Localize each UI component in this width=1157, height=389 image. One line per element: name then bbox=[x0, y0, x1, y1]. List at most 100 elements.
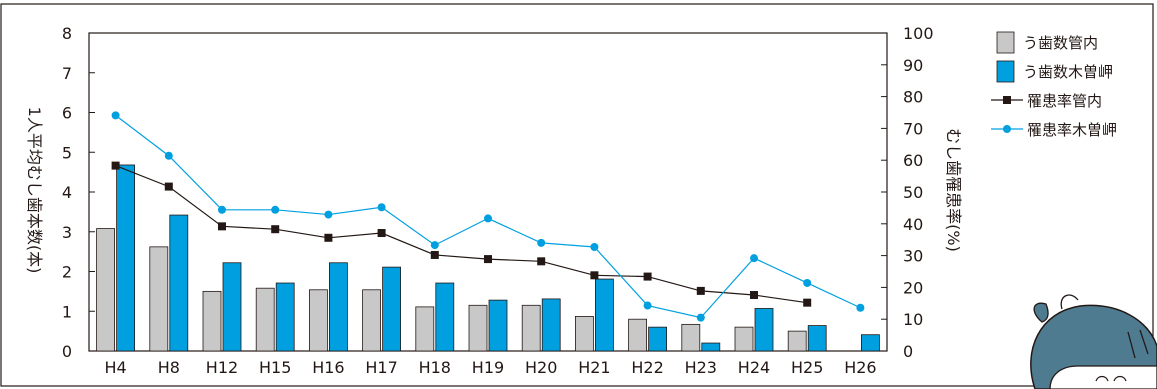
right-axis-tick-label: 70 bbox=[903, 119, 923, 138]
point-kannai-rate bbox=[590, 271, 599, 280]
x-axis-tick-label: H19 bbox=[472, 358, 504, 377]
point-kannai-rate bbox=[484, 255, 492, 264]
point-kisosaki-rate bbox=[218, 205, 226, 214]
legend-label: う歯数木曽岬 bbox=[1023, 63, 1113, 81]
point-kisosaki-rate bbox=[111, 111, 120, 120]
bar-kannai bbox=[575, 316, 594, 352]
right-axis-tick-label: 60 bbox=[903, 151, 923, 170]
left-axis-tick-label: 3 bbox=[62, 223, 72, 242]
right-axis-tick-label: 80 bbox=[903, 88, 923, 107]
bar-kisosaki bbox=[169, 214, 189, 352]
left-axis-tick-label: 2 bbox=[62, 263, 72, 282]
bar-kannai bbox=[628, 318, 647, 352]
x-axis-tick-label: H8 bbox=[158, 358, 180, 377]
bar-kannai bbox=[734, 326, 754, 352]
bar-kisosaki bbox=[222, 262, 242, 352]
bar-kannai bbox=[149, 246, 169, 352]
right-axis-tick-label: 50 bbox=[903, 183, 923, 202]
point-kisosaki-rate bbox=[803, 278, 812, 287]
x-axis-tick-label: H16 bbox=[312, 358, 344, 377]
x-axis-tick-label: H18 bbox=[419, 358, 451, 377]
x-axis-ticks: H4 H8 H12 H15 H16 H17 H18 H19 H20 H21 H22 H23 H24 H25… bbox=[104, 358, 876, 377]
bar-kannai bbox=[96, 228, 115, 352]
point-kisosaki-rate bbox=[484, 214, 492, 223]
point-kisosaki-rate bbox=[164, 151, 173, 160]
point-kisosaki-rate bbox=[856, 303, 865, 312]
right-axis-tick-label: 90 bbox=[903, 56, 923, 75]
left-axis-tick-label: 6 bbox=[62, 104, 72, 123]
right-axis-ticks: 0 10 20 30 40 50 60 70 80 90 100 bbox=[881, 24, 934, 361]
point-kannai-rate bbox=[696, 286, 705, 295]
line-kannai-rate bbox=[115, 165, 808, 304]
legend-marker bbox=[1003, 96, 1011, 104]
point-kannai-rate bbox=[377, 229, 386, 238]
legend-label: 罹患率木曽岬 bbox=[1027, 121, 1117, 139]
bar-kisosaki bbox=[275, 282, 295, 352]
point-kisosaki-rate bbox=[377, 203, 386, 212]
bar-kisosaki bbox=[754, 308, 774, 352]
point-kisosaki-rate bbox=[696, 313, 705, 322]
bar-kannai bbox=[468, 304, 488, 352]
legend-label: 罹患率管内 bbox=[1027, 92, 1102, 110]
point-kisosaki-rate bbox=[537, 238, 546, 247]
point-kannai-rate bbox=[803, 298, 812, 307]
right-axis-tick-label: 20 bbox=[903, 278, 923, 297]
bar-kannai bbox=[202, 290, 222, 352]
bar-kisosaki bbox=[435, 282, 455, 352]
point-kisosaki-rate bbox=[271, 205, 280, 214]
left-axis-ticks: 0 1 2 3 4 5 6 7 8 bbox=[62, 24, 95, 361]
left-axis-tick-label: 7 bbox=[62, 64, 72, 83]
right-axis-tick-label: 40 bbox=[903, 215, 923, 234]
bar-kannai bbox=[415, 306, 435, 352]
right-axis-tick-label: 100 bbox=[903, 24, 934, 43]
bar-kisosaki bbox=[116, 164, 135, 352]
left-axis-tick-label: 4 bbox=[62, 183, 72, 202]
right-axis-tick-label: 0 bbox=[903, 342, 913, 361]
point-kannai-rate bbox=[164, 182, 173, 191]
point-kisosaki-rate bbox=[324, 210, 333, 219]
bar-kisosaki bbox=[382, 266, 402, 352]
bar-kannai bbox=[362, 289, 382, 352]
bar-kannai bbox=[681, 323, 701, 352]
bar-kisosaki bbox=[648, 326, 667, 352]
legend-swatch bbox=[996, 60, 1015, 83]
x-axis-tick-label: H4 bbox=[104, 358, 126, 377]
bar-kisosaki bbox=[701, 342, 721, 352]
x-axis-tick-label: H17 bbox=[365, 358, 397, 377]
bar-kisosaki bbox=[328, 262, 348, 352]
point-kisosaki-rate bbox=[643, 301, 652, 310]
right-axis-title: むし歯罹患率(%) bbox=[944, 128, 963, 252]
bar-kisosaki bbox=[861, 334, 880, 352]
point-kannai-rate bbox=[537, 257, 546, 266]
legend-label: う歯数管内 bbox=[1023, 34, 1098, 52]
left-axis-tick-label: 5 bbox=[62, 143, 72, 162]
bar-kannai bbox=[521, 304, 541, 352]
point-kannai-rate bbox=[324, 233, 333, 242]
left-axis-tick-label: 8 bbox=[62, 24, 72, 43]
x-axis-tick-label: H25 bbox=[791, 358, 823, 377]
x-axis-tick-label: H20 bbox=[525, 358, 557, 377]
x-axis-tick-label: H23 bbox=[685, 358, 717, 377]
x-axis-tick-label: H21 bbox=[578, 358, 610, 377]
right-axis-tick-label: 10 bbox=[903, 310, 923, 329]
cartoon-character-illustration bbox=[1030, 294, 1157, 389]
x-axis-tick-label: H12 bbox=[206, 358, 238, 377]
bar-kisosaki bbox=[488, 299, 508, 352]
left-axis-tick-label: 1 bbox=[62, 302, 72, 321]
left-axis-title: 1人平均むし歯本数(本) bbox=[25, 107, 44, 274]
point-kisosaki-rate bbox=[590, 243, 599, 252]
bar-series-group bbox=[96, 164, 880, 352]
x-axis-tick-label: H26 bbox=[844, 358, 876, 377]
right-axis-tick-label: 30 bbox=[903, 247, 923, 266]
line-series-group bbox=[111, 111, 865, 322]
bar-kisosaki bbox=[541, 298, 561, 352]
point-kannai-rate bbox=[218, 222, 226, 231]
point-kannai-rate bbox=[750, 291, 758, 300]
left-axis-tick-label: 0 bbox=[62, 342, 72, 361]
x-axis-tick-label: H15 bbox=[259, 358, 291, 377]
x-axis-tick-label: H24 bbox=[738, 358, 770, 377]
x-axis-tick-label: H22 bbox=[631, 358, 663, 377]
